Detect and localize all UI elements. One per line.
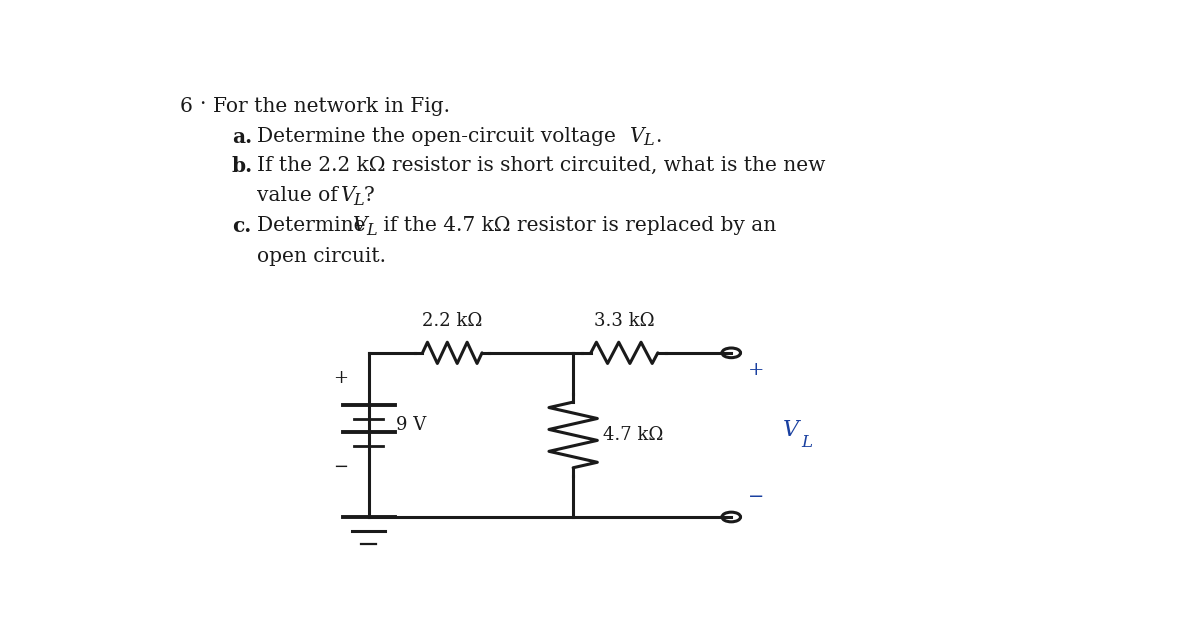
Text: L: L	[354, 192, 365, 209]
Text: ?: ?	[364, 186, 374, 205]
Text: c.: c.	[232, 216, 251, 236]
Text: V: V	[782, 419, 798, 441]
Text: +: +	[748, 361, 764, 379]
Text: .: .	[655, 127, 661, 146]
Text: if the 4.7 kΩ resistor is replaced by an: if the 4.7 kΩ resistor is replaced by an	[377, 216, 776, 235]
Text: V: V	[630, 127, 644, 146]
Text: −: −	[334, 458, 348, 477]
Text: 3.3 kΩ: 3.3 kΩ	[594, 312, 655, 330]
Text: ·: ·	[199, 95, 205, 113]
Text: V: V	[353, 216, 367, 235]
Text: open circuit.: open circuit.	[257, 246, 386, 266]
Text: L: L	[643, 132, 654, 149]
Text: 4.7 kΩ: 4.7 kΩ	[602, 426, 664, 444]
Text: 6: 6	[180, 97, 193, 116]
Text: value of: value of	[257, 186, 344, 205]
Text: 9 V: 9 V	[396, 416, 427, 435]
Text: b.: b.	[232, 156, 253, 176]
Text: L: L	[366, 221, 377, 238]
Text: +: +	[334, 369, 348, 387]
Text: Determine the open-circuit voltage: Determine the open-circuit voltage	[257, 127, 623, 146]
Text: −: −	[748, 488, 764, 506]
Text: For the network in Fig.: For the network in Fig.	[214, 97, 450, 116]
Text: If the 2.2 kΩ resistor is short circuited, what is the new: If the 2.2 kΩ resistor is short circuite…	[257, 156, 826, 176]
Text: 2.2 kΩ: 2.2 kΩ	[422, 312, 482, 330]
Text: a.: a.	[232, 127, 252, 147]
Text: L: L	[802, 434, 812, 451]
Text: V: V	[341, 186, 355, 205]
Text: Determine: Determine	[257, 216, 372, 235]
